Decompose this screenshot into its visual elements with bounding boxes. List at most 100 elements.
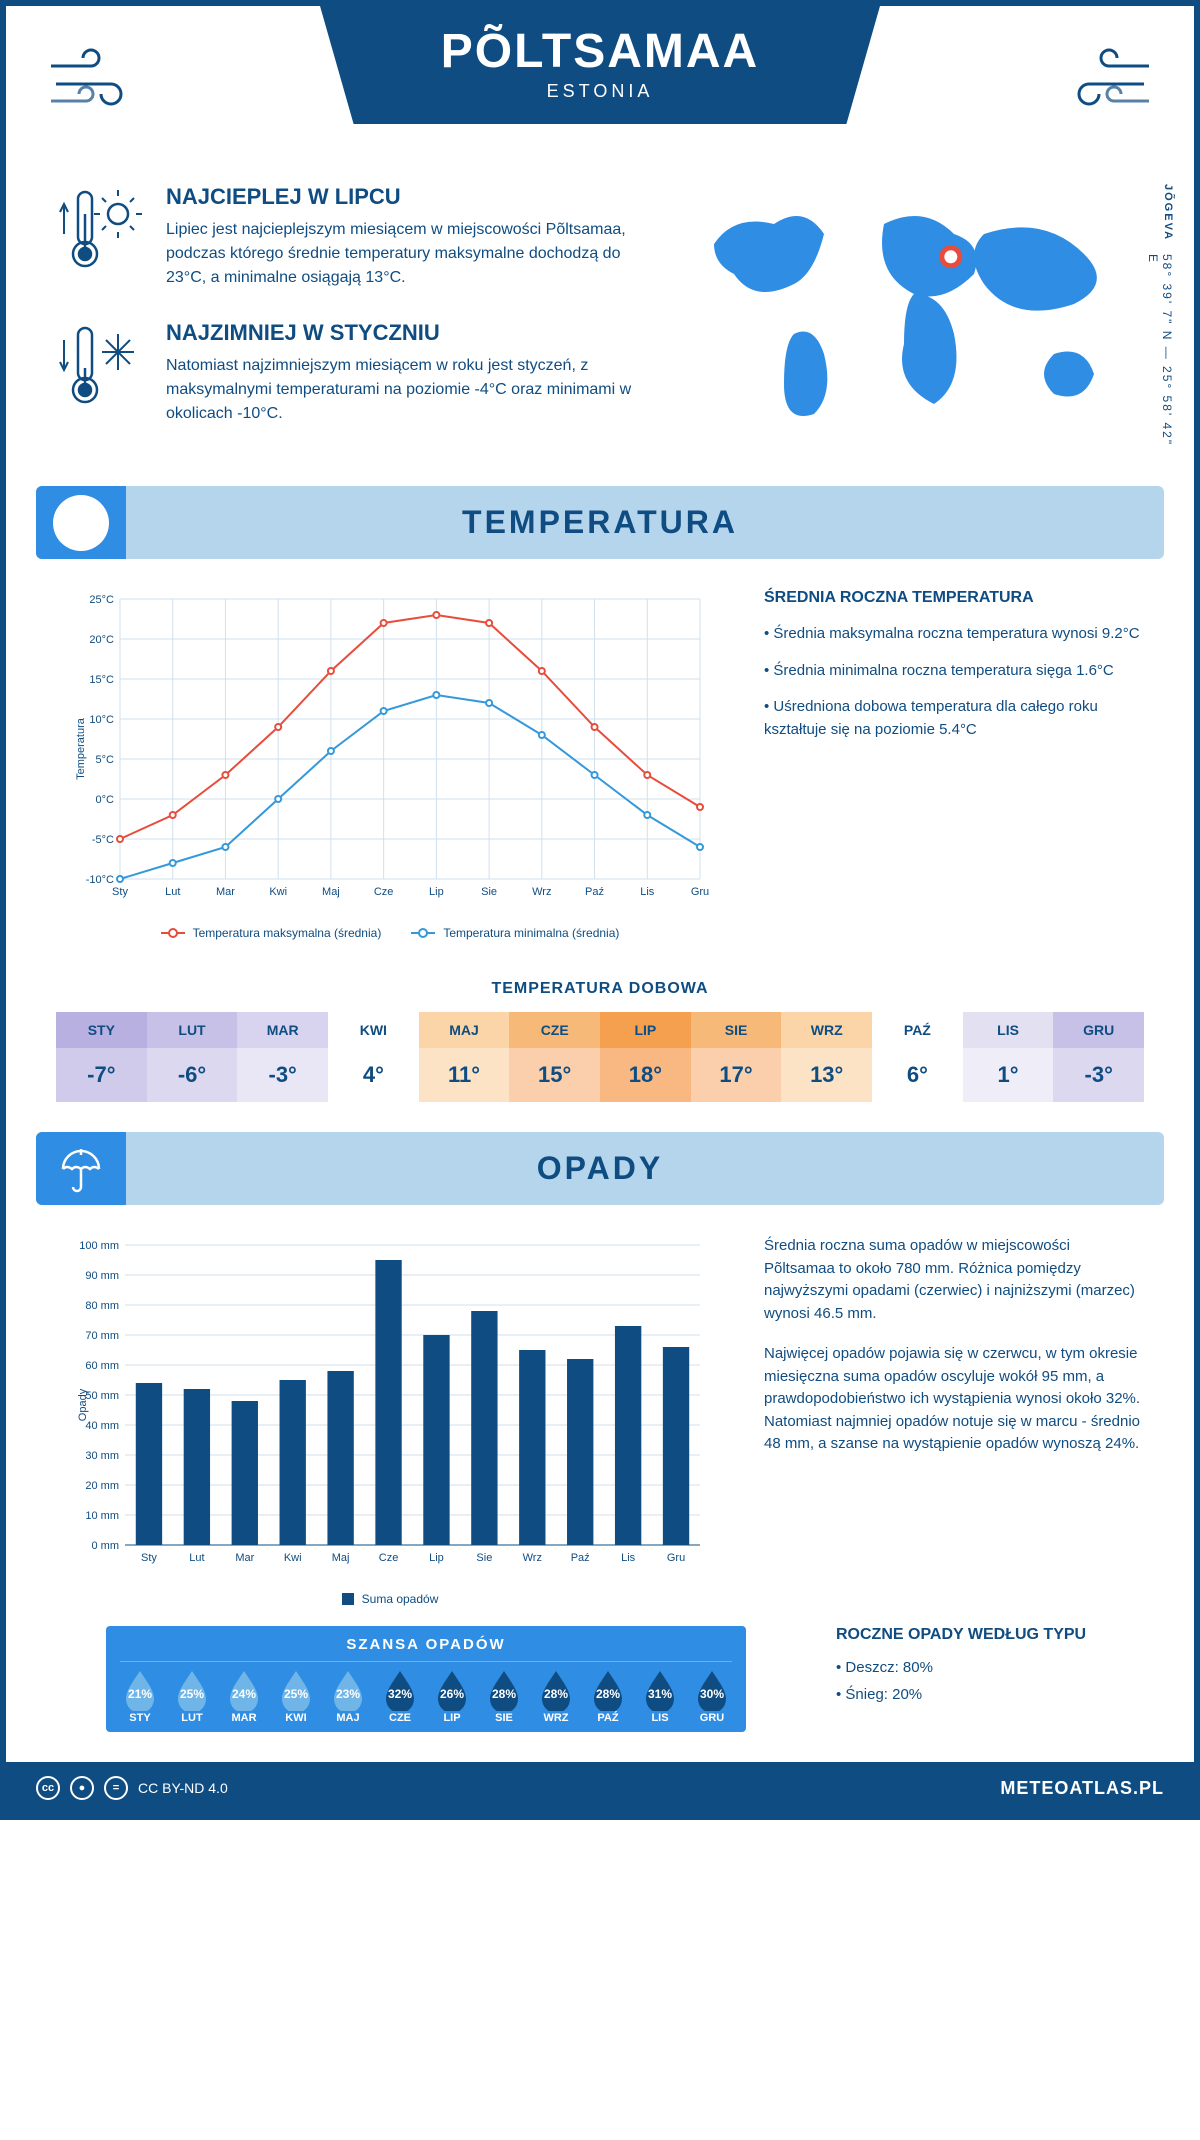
cc-icon: cc	[36, 1776, 60, 1800]
map-marker	[942, 248, 960, 266]
svg-text:10°C: 10°C	[89, 714, 114, 726]
daily-value: 4°	[328, 1048, 419, 1102]
raindrop-icon: 25%	[174, 1672, 210, 1708]
daily-month: LIP	[600, 1012, 691, 1048]
precip-type-rain: • Deszcz: 80%	[836, 1654, 1144, 1681]
svg-text:Sie: Sie	[481, 886, 497, 898]
svg-text:Lis: Lis	[621, 1552, 636, 1564]
svg-text:-5°C: -5°C	[92, 834, 114, 846]
daily-month: PAŹ	[872, 1012, 963, 1048]
daily-month: LIS	[963, 1012, 1054, 1048]
summary-warm-text: Lipiec jest najcieplejszym miesiącem w m…	[166, 218, 654, 290]
svg-text:Mar: Mar	[216, 886, 235, 898]
svg-text:50 mm: 50 mm	[85, 1390, 119, 1402]
chance-cell: 28% PAŹ	[582, 1672, 634, 1724]
daily-value: -3°	[237, 1048, 328, 1102]
svg-text:20 mm: 20 mm	[85, 1480, 119, 1492]
umbrella-icon	[36, 1132, 126, 1205]
svg-text:Maj: Maj	[322, 886, 340, 898]
svg-text:Sty: Sty	[141, 1552, 157, 1564]
chance-month: STY	[114, 1712, 166, 1724]
chance-month: LIS	[634, 1712, 686, 1724]
daily-cell: MAJ 11°	[419, 1012, 510, 1102]
world-map	[684, 184, 1144, 444]
chance-cell: 32% CZE	[374, 1672, 426, 1724]
legend-min-label: Temperatura minimalna (średnia)	[443, 926, 619, 940]
chance-cell: 25% LUT	[166, 1672, 218, 1724]
svg-text:Mar: Mar	[235, 1552, 254, 1564]
precip-legend: Suma opadów	[56, 1592, 724, 1606]
svg-text:Kwi: Kwi	[269, 886, 287, 898]
daily-value: 13°	[781, 1048, 872, 1102]
daily-value: -7°	[56, 1048, 147, 1102]
section-title-precip: OPADY	[54, 1150, 1146, 1187]
thermometer-cold-icon	[56, 320, 146, 426]
daily-value: -6°	[147, 1048, 238, 1102]
raindrop-icon: 21%	[122, 1672, 158, 1708]
legend-max-label: Temperatura maksymalna (średnia)	[193, 926, 382, 940]
temperature-side-text: ŚREDNIA ROCZNA TEMPERATURA • Średnia mak…	[764, 589, 1144, 940]
daily-cell: SIE 17°	[691, 1012, 782, 1102]
daily-month: CZE	[509, 1012, 600, 1048]
section-header-precip: OPADY	[36, 1132, 1164, 1205]
daily-cell: MAR -3°	[237, 1012, 328, 1102]
daily-value: 11°	[419, 1048, 510, 1102]
svg-text:Sty: Sty	[112, 886, 128, 898]
daily-month: SIE	[691, 1012, 782, 1048]
daily-value: -3°	[1053, 1048, 1144, 1102]
svg-text:Temperatura: Temperatura	[75, 717, 87, 780]
chance-cell: 25% KWI	[270, 1672, 322, 1724]
chance-month: CZE	[374, 1712, 426, 1724]
svg-text:0 mm: 0 mm	[92, 1540, 120, 1552]
section-header-temperature: TEMPERATURA	[36, 486, 1164, 559]
summary-cold-text: Natomiast najzimniejszym miesiącem w rok…	[166, 354, 654, 426]
chance-month: MAR	[218, 1712, 270, 1724]
svg-text:Paź: Paź	[571, 1552, 590, 1564]
daily-month: STY	[56, 1012, 147, 1048]
footer-site: METEOATLAS.PL	[1000, 1778, 1164, 1799]
svg-text:40 mm: 40 mm	[85, 1420, 119, 1432]
svg-text:Lut: Lut	[189, 1552, 204, 1564]
precip-legend-label: Suma opadów	[362, 1592, 439, 1606]
summary-warm: NAJCIEPLEJ W LIPCU Lipiec jest najcieple…	[56, 184, 654, 290]
map-panel: JÕGEVA 58° 39' 7" N — 25° 58' 42" E	[684, 184, 1144, 456]
temp-side-title: ŚREDNIA ROCZNA TEMPERATURA	[764, 589, 1144, 607]
raindrop-icon: 31%	[642, 1672, 678, 1708]
raindrop-icon: 25%	[278, 1672, 314, 1708]
svg-text:Lip: Lip	[429, 1552, 444, 1564]
country-name: ESTONIA	[360, 81, 840, 102]
summary-left: NAJCIEPLEJ W LIPCU Lipiec jest najcieple…	[56, 184, 654, 456]
daily-value: 1°	[963, 1048, 1054, 1102]
precip-bar-chart: 0 mm10 mm20 mm30 mm40 mm50 mm60 mm70 mm8…	[56, 1235, 724, 1575]
footer-license: cc ● = CC BY-ND 4.0	[36, 1776, 228, 1800]
precip-side-p2: Najwięcej opadów pojawia się w czerwcu, …	[764, 1343, 1144, 1456]
svg-text:70 mm: 70 mm	[85, 1330, 119, 1342]
header: PÕLTSAMAA ESTONIA	[6, 6, 1194, 164]
svg-text:Lis: Lis	[640, 886, 655, 898]
chance-month: LIP	[426, 1712, 478, 1724]
temp-side-bullet: • Średnia minimalna roczna temperatura s…	[764, 660, 1144, 683]
nd-icon: =	[104, 1776, 128, 1800]
summary-row: NAJCIEPLEJ W LIPCU Lipiec jest najcieple…	[6, 164, 1194, 486]
chance-cell: 28% WRZ	[530, 1672, 582, 1724]
precip-type-panel: ROCZNE OPADY WEDŁUG TYPU • Deszcz: 80% •…	[836, 1626, 1144, 1708]
svg-text:10 mm: 10 mm	[85, 1510, 119, 1522]
raindrop-icon: 30%	[694, 1672, 730, 1708]
daily-value: 15°	[509, 1048, 600, 1102]
svg-text:Kwi: Kwi	[284, 1552, 302, 1564]
chance-cell: 31% LIS	[634, 1672, 686, 1724]
daily-month: MAR	[237, 1012, 328, 1048]
daily-cell: GRU -3°	[1053, 1012, 1144, 1102]
svg-text:30 mm: 30 mm	[85, 1450, 119, 1462]
chance-month: WRZ	[530, 1712, 582, 1724]
daily-temp-title: TEMPERATURA DOBOWA	[6, 980, 1194, 998]
wind-icon	[46, 46, 126, 130]
raindrop-icon: 24%	[226, 1672, 262, 1708]
temp-side-bullet: • Uśredniona dobowa temperatura dla całe…	[764, 696, 1144, 741]
temperature-legend: Temperatura maksymalna (średnia) Tempera…	[56, 926, 724, 940]
svg-text:20°C: 20°C	[89, 634, 114, 646]
summary-warm-title: NAJCIEPLEJ W LIPCU	[166, 184, 654, 210]
temp-side-bullet: • Średnia maksymalna roczna temperatura …	[764, 623, 1144, 646]
chance-cell: 23% MAJ	[322, 1672, 374, 1724]
chance-cell: 24% MAR	[218, 1672, 270, 1724]
